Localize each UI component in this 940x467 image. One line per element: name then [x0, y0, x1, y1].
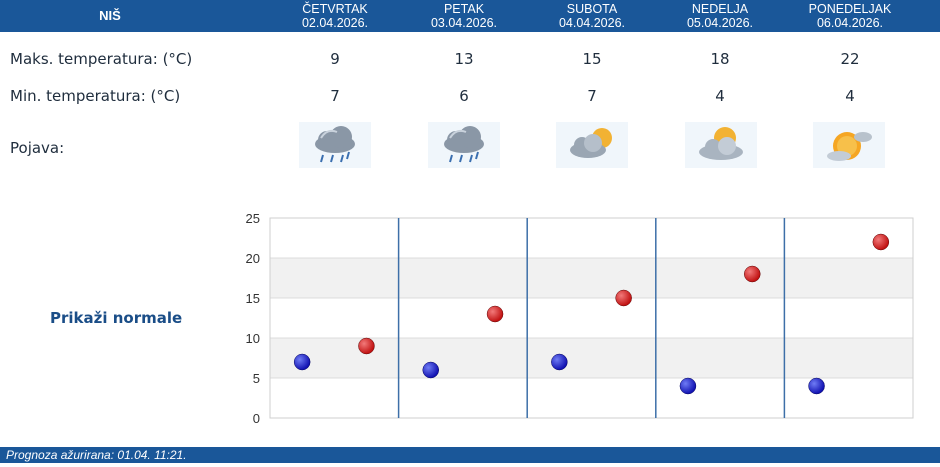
y-tick-label: 20: [246, 251, 260, 266]
temperature-chart: 0 5 10 15 20 25: [246, 211, 914, 426]
max-temp-point: [358, 337, 375, 355]
sunny-cloud-icon: [813, 122, 885, 168]
day-name: ČETVRTAK: [302, 2, 368, 16]
forecast-header: NIŠ ČETVRTAK 02.04.2026. PETAK 03.04.202…: [0, 0, 940, 32]
plot-border: [269, 217, 914, 419]
day-header-4: NEDELJA 05.04.2026.: [680, 0, 760, 32]
min-temp-value: 6: [459, 87, 469, 105]
y-tick-label: 10: [246, 331, 260, 346]
min-temp-value: 4: [845, 87, 855, 105]
max-temp-value: 18: [710, 50, 730, 68]
day-name: SUBOTA: [566, 2, 618, 16]
max-temp-value: 15: [582, 50, 602, 68]
chart-band: [270, 298, 913, 338]
y-tick-label: 5: [253, 371, 260, 386]
min-temp-value: 4: [715, 87, 725, 105]
max-temp-value: 9: [330, 50, 340, 68]
min-temp-value: 7: [587, 87, 597, 105]
chart-band-shaded: [270, 258, 913, 298]
max-temp-point: [486, 305, 504, 323]
max-temp-point: [615, 289, 632, 307]
min-temp-point: [422, 361, 439, 379]
day-name: NEDELJA: [691, 2, 749, 16]
forecast-updated-text: Prognoza ažurirana: 01.04. 11:21.: [0, 447, 940, 463]
max-temp-value: 22: [840, 50, 860, 68]
phenomenon-label: Pojava:: [10, 139, 65, 157]
partly-cloudy-icon: [556, 122, 628, 168]
min-temp-value: 7: [330, 87, 340, 105]
max-temp-value: 13: [454, 50, 474, 68]
max-temp-point: [872, 233, 890, 251]
min-temp-point: [293, 353, 311, 371]
y-tick-label: 25: [246, 211, 260, 226]
city-name: NIŠ: [99, 8, 121, 23]
day-date: 04.04.2026.: [558, 16, 626, 30]
min-temp-label: Min. temperatura: (°C): [10, 87, 181, 105]
rain-cloud-icon: [428, 122, 500, 168]
max-temp-label: Maks. temperatura: (°C): [10, 50, 193, 68]
day-name: PETAK: [443, 2, 485, 16]
day-date: 05.04.2026.: [686, 16, 754, 30]
day-header-2: PETAK 03.04.2026.: [424, 0, 504, 32]
show-normals-link[interactable]: Prikaži normale: [50, 309, 183, 327]
max-temp-point: [744, 265, 761, 283]
chart-band-shaded: [270, 338, 913, 378]
day-header-1: ČETVRTAK 02.04.2026.: [295, 0, 375, 32]
day-header-3: SUBOTA 04.04.2026.: [552, 0, 632, 32]
chart-band: [270, 218, 913, 258]
y-tick-label: 15: [246, 291, 260, 306]
day-date: 02.04.2026.: [301, 16, 369, 30]
min-temp-point: [808, 377, 825, 395]
chart-band: [270, 378, 913, 418]
min-temp-point: [551, 353, 568, 371]
day-header-5: PONEDELJAK 06.04.2026.: [800, 0, 900, 32]
min-temp-point: [679, 377, 697, 395]
day-date: 06.04.2026.: [816, 16, 884, 30]
partly-cloudy-icon: [685, 122, 757, 168]
day-date: 03.04.2026.: [430, 16, 498, 30]
day-name: PONEDELJAK: [808, 2, 892, 16]
rain-cloud-icon: [299, 122, 371, 168]
y-tick-label: 0: [253, 411, 260, 426]
